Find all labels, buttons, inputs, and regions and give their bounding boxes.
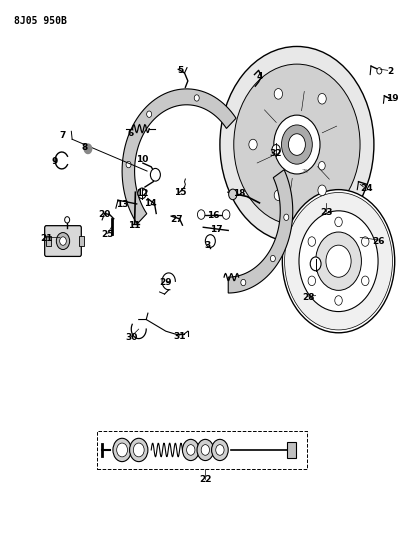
Text: 6: 6	[127, 130, 134, 139]
Text: 16: 16	[207, 211, 220, 220]
Circle shape	[212, 439, 228, 461]
Circle shape	[299, 211, 378, 312]
Circle shape	[377, 68, 382, 74]
Text: 12: 12	[136, 189, 148, 198]
Circle shape	[113, 438, 131, 462]
Text: 10: 10	[136, 155, 148, 164]
Polygon shape	[228, 169, 293, 293]
Text: 24: 24	[360, 183, 373, 192]
Circle shape	[249, 139, 257, 150]
Circle shape	[282, 125, 312, 164]
Circle shape	[335, 296, 342, 305]
Bar	[47, 236, 52, 246]
Circle shape	[65, 216, 70, 223]
Circle shape	[241, 279, 246, 286]
Bar	[79, 236, 84, 246]
Text: 31: 31	[173, 332, 186, 341]
Text: 9: 9	[52, 157, 58, 166]
Text: 4: 4	[256, 72, 263, 81]
Text: 20: 20	[98, 210, 111, 219]
Polygon shape	[122, 89, 236, 224]
Circle shape	[205, 235, 215, 247]
Circle shape	[138, 188, 146, 199]
Text: 15: 15	[174, 188, 186, 197]
Circle shape	[285, 192, 393, 330]
Text: 28: 28	[303, 293, 315, 302]
Text: 14: 14	[144, 199, 157, 208]
Circle shape	[282, 190, 395, 333]
Circle shape	[182, 439, 199, 461]
Circle shape	[362, 237, 369, 246]
Circle shape	[318, 185, 326, 196]
Circle shape	[220, 46, 374, 243]
Circle shape	[270, 255, 275, 262]
Circle shape	[126, 161, 131, 168]
Text: 22: 22	[199, 475, 212, 484]
Circle shape	[222, 210, 230, 219]
Text: 8J05 950B: 8J05 950B	[14, 16, 67, 26]
Circle shape	[197, 439, 214, 461]
Text: 32: 32	[269, 149, 282, 158]
Text: 26: 26	[372, 237, 384, 246]
Circle shape	[310, 257, 321, 271]
Text: 11: 11	[128, 221, 141, 230]
Circle shape	[308, 276, 316, 286]
Circle shape	[147, 111, 152, 117]
Circle shape	[318, 93, 326, 104]
Circle shape	[318, 161, 325, 170]
Circle shape	[216, 445, 224, 455]
Circle shape	[308, 237, 316, 246]
Text: 21: 21	[40, 235, 53, 244]
Circle shape	[129, 438, 148, 462]
Circle shape	[133, 443, 144, 457]
Text: 23: 23	[320, 208, 332, 217]
Circle shape	[56, 232, 70, 249]
Bar	[287, 442, 296, 458]
Circle shape	[229, 189, 237, 200]
Circle shape	[316, 232, 362, 290]
Circle shape	[274, 88, 282, 99]
Text: 7: 7	[60, 131, 66, 140]
Circle shape	[194, 95, 199, 101]
Circle shape	[59, 237, 66, 245]
Circle shape	[274, 115, 320, 174]
Circle shape	[272, 144, 280, 155]
Text: 3: 3	[204, 241, 210, 250]
Circle shape	[284, 214, 289, 221]
Circle shape	[274, 190, 282, 200]
Circle shape	[116, 443, 127, 457]
Circle shape	[326, 245, 351, 277]
FancyBboxPatch shape	[45, 225, 81, 256]
Circle shape	[288, 134, 305, 155]
Text: 19: 19	[386, 94, 399, 103]
Circle shape	[234, 64, 360, 225]
Text: 27: 27	[170, 215, 183, 224]
Circle shape	[186, 445, 195, 455]
Circle shape	[150, 168, 160, 181]
Text: 30: 30	[125, 333, 137, 342]
Text: 13: 13	[116, 200, 128, 209]
Text: 2: 2	[388, 67, 394, 76]
Circle shape	[335, 217, 342, 227]
Text: 25: 25	[101, 230, 114, 239]
Bar	[97, 431, 307, 469]
Circle shape	[197, 210, 205, 219]
Circle shape	[201, 445, 210, 455]
Text: 17: 17	[210, 225, 222, 234]
Text: 5: 5	[177, 66, 184, 75]
Text: 18: 18	[233, 189, 246, 198]
Circle shape	[362, 276, 369, 286]
Text: 29: 29	[160, 278, 172, 287]
Polygon shape	[84, 144, 92, 154]
Text: 76: 76	[302, 168, 309, 174]
Text: 8: 8	[82, 143, 88, 152]
